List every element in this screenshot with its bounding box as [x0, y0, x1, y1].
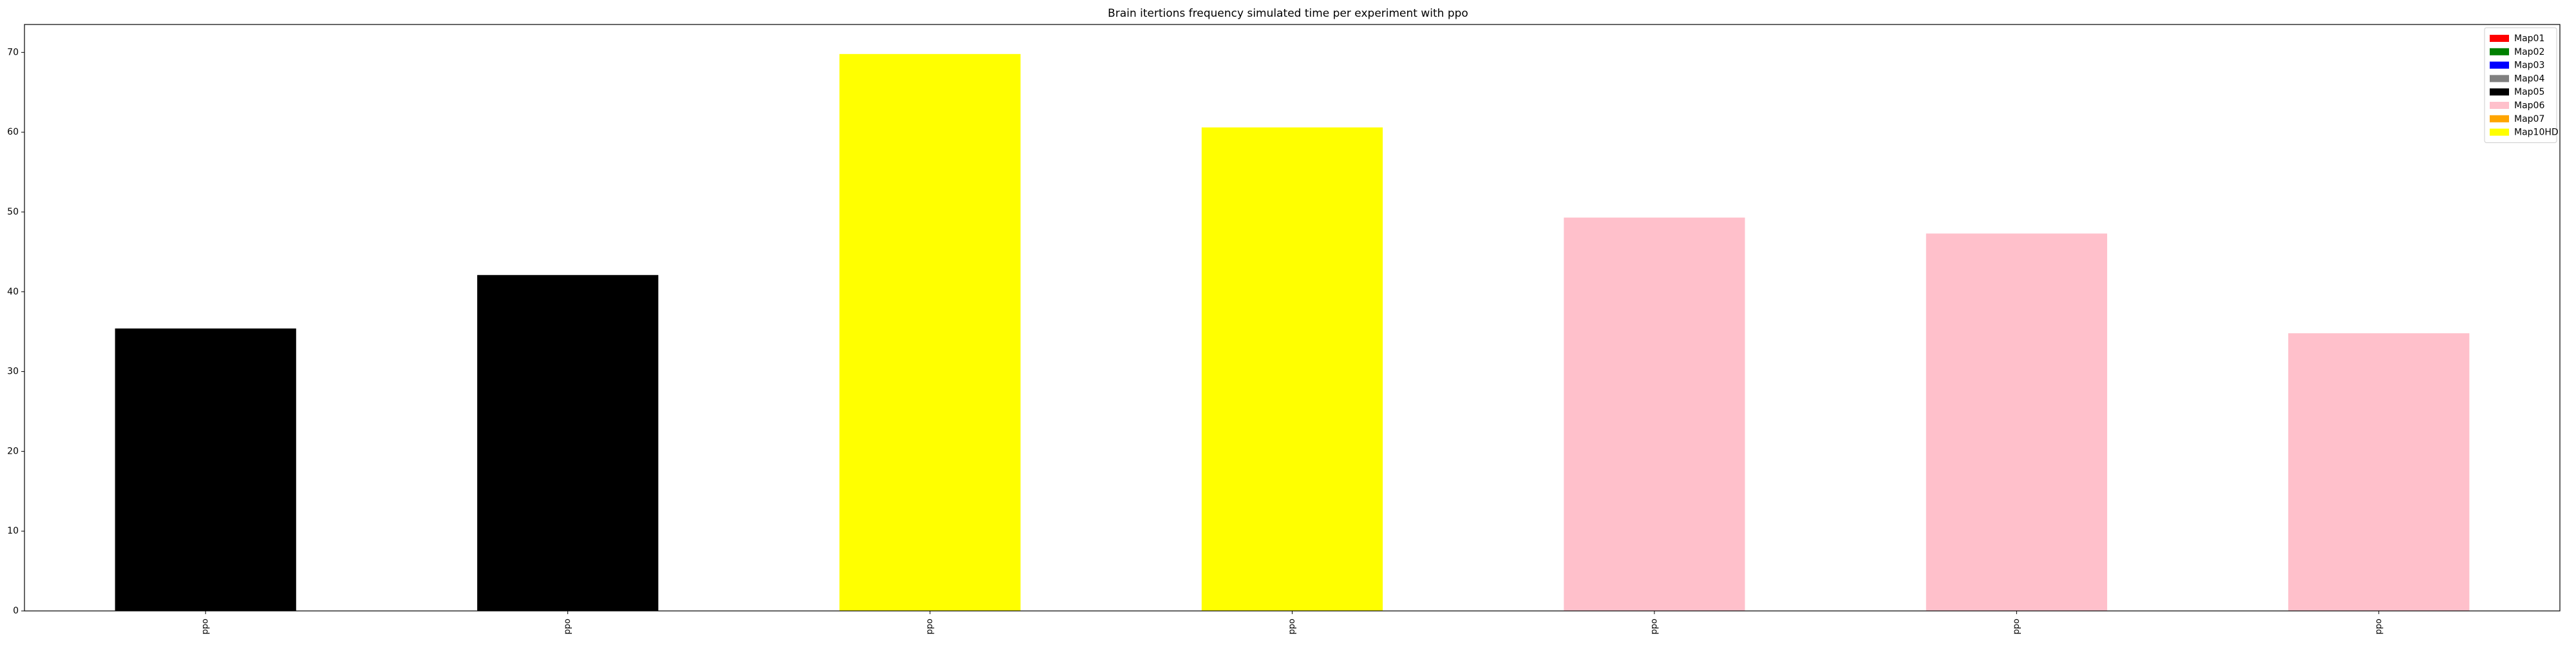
legend-swatch	[2490, 75, 2509, 82]
bar	[477, 275, 659, 611]
y-tick-label: 20	[7, 446, 19, 456]
x-axis: ppo ppo ppo ppo ppo ppo ppo	[201, 611, 2383, 635]
bar	[2288, 333, 2470, 611]
x-tick-label: ppo	[2374, 619, 2383, 635]
legend-swatch	[2490, 128, 2509, 136]
y-tick-label: 30	[7, 367, 19, 377]
legend-label: Map07	[2514, 114, 2544, 124]
y-tick-label: 10	[7, 526, 19, 536]
bars-layer	[115, 53, 2470, 612]
x-tick-label: ppo	[2012, 619, 2022, 635]
x-tick-label: ppo	[563, 619, 573, 635]
chart-title: Brain itertions frequency simulated time…	[1108, 7, 1468, 20]
legend-swatch	[2490, 35, 2509, 42]
legend-label: Map10HD	[2514, 128, 2559, 138]
legend-swatch	[2490, 115, 2509, 122]
y-tick-label: 70	[7, 47, 19, 57]
legend: Map01 Map02 Map03 Map04 Map05 Map06 Map07 Map10…	[2484, 27, 2559, 143]
y-tick-label: 0	[13, 606, 19, 616]
legend-swatch	[2490, 102, 2509, 109]
bar	[1564, 217, 1745, 612]
bar	[1201, 127, 1383, 611]
legend-label: Map05	[2514, 87, 2544, 97]
bar	[839, 53, 1021, 612]
legend-label: Map01	[2514, 34, 2544, 44]
x-tick-label: ppo	[925, 619, 935, 635]
legend-label: Map04	[2514, 73, 2544, 84]
x-tick-label: ppo	[1287, 619, 1297, 635]
y-tick-label: 50	[7, 207, 19, 217]
legend-swatch	[2490, 48, 2509, 55]
x-tick-label: ppo	[201, 619, 211, 635]
legend-swatch	[2490, 88, 2509, 96]
bar	[1926, 233, 2107, 611]
plot-frame	[24, 24, 2561, 612]
bar	[115, 328, 296, 611]
legend-box	[2484, 27, 2557, 143]
y-tick-label: 40	[7, 287, 19, 297]
y-axis: 0 10 20 30 40 50 60 70	[7, 47, 24, 616]
legend-label: Map02	[2514, 47, 2544, 57]
legend-swatch	[2490, 61, 2509, 69]
legend-label: Map06	[2514, 101, 2544, 111]
x-tick-label: ppo	[1649, 619, 1659, 635]
legend-label: Map03	[2514, 61, 2544, 71]
y-tick-label: 60	[7, 127, 19, 137]
